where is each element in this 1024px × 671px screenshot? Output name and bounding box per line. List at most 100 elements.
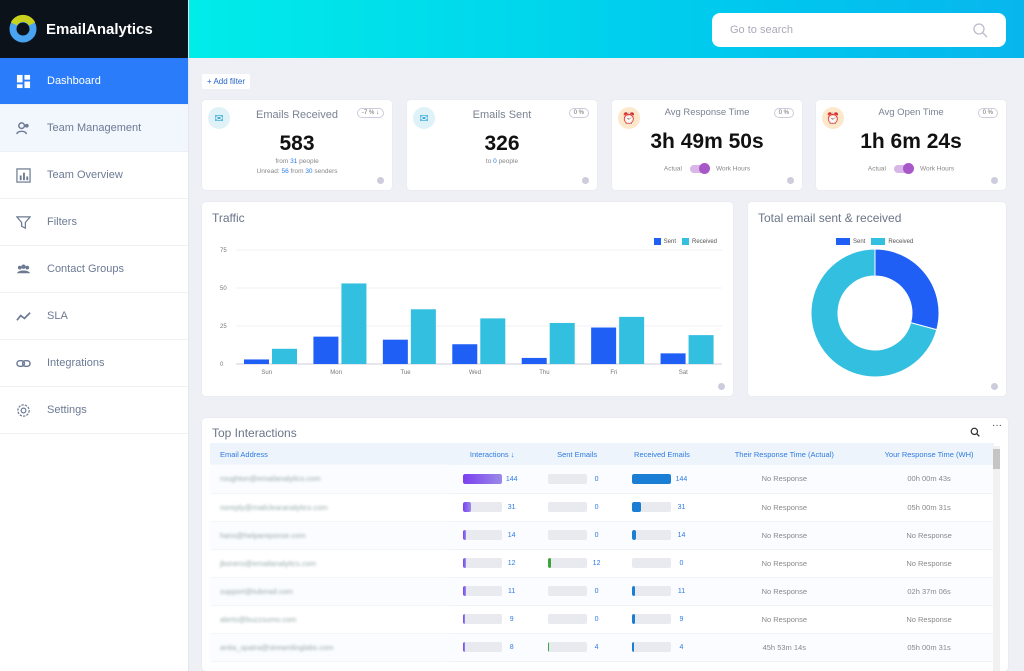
stat-card: ✉ Emails Sent 0 % 326 to 0 people — [407, 100, 597, 190]
legend-sent[interactable]: Sent — [836, 238, 865, 245]
interactions-count: 12 — [507, 559, 516, 567]
stat-card: ⏰ Avg Open Time 0 % 1h 6m 24s Actual Work… — [816, 100, 1006, 190]
donut-slice-received[interactable] — [810, 248, 938, 378]
email-address[interactable]: alerts@buzzsumo.com — [210, 605, 450, 634]
bar-received — [272, 348, 297, 364]
sidebar-item-label: Dashboard — [47, 75, 101, 87]
search-icon[interactable] — [972, 22, 988, 38]
sidebar-item-team-overview[interactable]: Team Overview — [0, 152, 188, 199]
sent-bar — [547, 502, 587, 512]
legend-received[interactable]: Received — [681, 238, 717, 245]
email-address[interactable]: jbonero@emailanalytics.com — [210, 549, 450, 578]
column-header[interactable]: Interactions ↓ — [449, 443, 535, 465]
interactions-bar — [462, 530, 502, 540]
sidebar-item-dashboard[interactable]: Dashboard — [0, 58, 188, 105]
legend-received[interactable]: Received — [871, 238, 913, 245]
interactions-bar — [462, 586, 502, 596]
sidebar-item-contact-groups[interactable]: Contact Groups — [0, 246, 188, 293]
email-address[interactable]: noreply@mailclearanalytics.com — [210, 493, 450, 522]
stat-title: Emails Received — [256, 109, 338, 121]
bar-sent — [313, 336, 339, 364]
column-header[interactable]: Their Response Time (Actual) — [704, 443, 865, 465]
toggle-switch[interactable] — [893, 163, 914, 174]
table-row[interactable]: hans@helpareponse.com 14 0 14 No Respons… — [210, 521, 994, 550]
column-header[interactable]: Your Response Time (WH) — [864, 443, 994, 465]
sent-count: 0 — [594, 587, 599, 595]
stat-title: Avg Response Time — [664, 107, 750, 118]
sidebar-item-label: Contact Groups — [47, 263, 125, 275]
info-icon[interactable] — [718, 383, 725, 390]
add-filter-button[interactable]: + Add filter — [202, 74, 251, 89]
sidebar-item-sla[interactable]: SLA — [0, 293, 188, 340]
x-tick-label: Mon — [330, 370, 342, 376]
email-address[interactable]: hans@helpareponse.com — [210, 521, 450, 550]
interactions-bar — [462, 473, 502, 484]
more-icon[interactable]: ··· — [992, 420, 1002, 431]
info-icon[interactable] — [582, 177, 589, 184]
trend-icon — [16, 311, 31, 321]
your-response-time: 05h 00m 31s — [864, 633, 994, 662]
column-header[interactable]: Sent Emails — [534, 443, 620, 465]
interactions-count: 8 — [509, 643, 514, 651]
bar-received — [341, 283, 367, 364]
x-tick-label: Tue — [401, 370, 412, 376]
x-tick-label: Sun — [261, 370, 272, 376]
table-row[interactable]: roughton@emailanalytics.com 144 0 144 No… — [210, 465, 994, 494]
bar-received — [410, 309, 436, 364]
x-tick-label: Sat — [679, 370, 688, 376]
table-row[interactable]: anita_spatra@streamlinglabs.com 8 4 4 45… — [210, 633, 994, 662]
sent-count: 0 — [594, 475, 599, 483]
column-header[interactable]: Email Address — [210, 443, 450, 465]
stat-value: 3h 49m 50s — [650, 130, 764, 153]
info-icon[interactable] — [787, 177, 794, 184]
your-response-time: No Response — [864, 549, 994, 578]
sent-bar — [547, 558, 587, 568]
sent-count: 12 — [592, 559, 601, 567]
email-address[interactable]: anita_spatra@streamlinglabs.com — [210, 633, 450, 662]
actual-workhours-toggle[interactable]: Actual Work Hours — [663, 163, 751, 174]
search-icon[interactable] — [970, 427, 980, 437]
bar-sent — [591, 327, 617, 364]
gear-icon — [17, 403, 30, 417]
table-row[interactable]: jbonero@emailanalytics.com 12 12 0 No Re… — [210, 549, 994, 578]
toggle-switch[interactable] — [689, 163, 710, 174]
info-icon[interactable] — [991, 177, 998, 184]
info-icon[interactable] — [991, 383, 998, 390]
sidebar-item-filters[interactable]: Filters — [0, 199, 188, 246]
column-header[interactable]: Received Emails — [619, 443, 705, 465]
dashboard-icon — [16, 74, 31, 88]
info-icon[interactable] — [377, 177, 384, 184]
donut-slice-sent[interactable] — [874, 248, 940, 331]
actual-workhours-toggle[interactable]: Actual Work Hours — [867, 163, 955, 174]
sidebar-item-integrations[interactable]: Integrations — [0, 340, 188, 387]
brand[interactable]: EmailAnalytics — [0, 0, 188, 58]
sidebar-item-settings[interactable]: Settings — [0, 387, 188, 434]
email-address[interactable]: roughton@emailanalytics.com — [210, 465, 450, 494]
their-response-time: No Response — [704, 521, 865, 550]
sidebar-item-team-management[interactable]: Team Management — [0, 105, 188, 152]
change-badge: 0 % — [773, 108, 794, 118]
alarm-clock-icon: ⏰ — [618, 107, 640, 129]
received-bar — [632, 558, 672, 568]
x-tick-label: Fri — [610, 370, 617, 376]
your-response-time: No Response — [864, 521, 994, 550]
search-input[interactable]: Go to search — [712, 13, 1006, 47]
stat-subtext: to 0 people — [485, 158, 519, 165]
received-count: 4 — [679, 643, 684, 651]
their-response-time: No Response — [704, 549, 865, 578]
your-response-time: No Response — [864, 605, 994, 634]
table-row[interactable]: support@tubmail.com 11 0 11 No Response … — [210, 577, 994, 606]
scrollbar[interactable] — [993, 446, 1000, 671]
legend-sent[interactable]: Sent — [653, 238, 676, 245]
received-bar — [632, 502, 672, 512]
table-row[interactable]: alerts@buzzsumo.com 9 0 9 No Response No… — [210, 605, 994, 634]
bar-received — [688, 335, 714, 364]
table-row[interactable]: noreply@mailclearanalytics.com 31 0 31 N… — [210, 493, 994, 522]
stat-subtext: from 31 people — [275, 158, 319, 165]
interactions-bar — [462, 614, 502, 624]
interactions-table-wrap: Email Address Interactions ↓ Sent Emails Re… — [210, 443, 994, 662]
your-response-time: 02h 37m 06s — [864, 577, 994, 606]
email-address[interactable]: support@tubmail.com — [210, 577, 450, 606]
sent-bar — [547, 473, 587, 484]
your-response-time: 00h 00m 43s — [864, 465, 994, 494]
